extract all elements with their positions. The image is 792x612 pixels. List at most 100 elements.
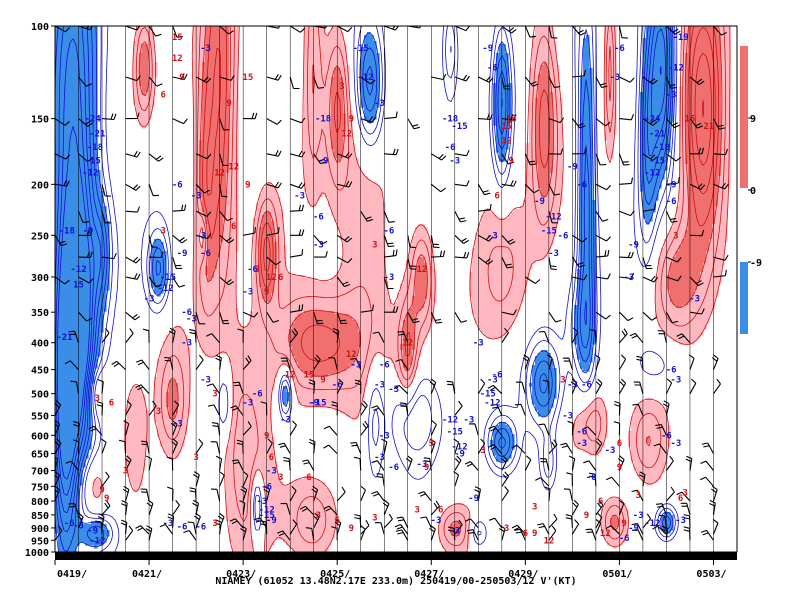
contour-label: -6	[195, 523, 206, 533]
field-cell	[154, 380, 170, 384]
field-cell	[721, 140, 731, 144]
field-cell	[580, 116, 593, 120]
field-cell	[682, 71, 686, 75]
field-cell	[139, 74, 149, 78]
field-cell	[232, 383, 275, 387]
field-cell	[721, 59, 731, 63]
field-cell	[55, 146, 98, 150]
wind-barb	[542, 379, 550, 394]
contour-label: -6	[181, 308, 192, 318]
field-cell	[481, 215, 497, 219]
field-cell	[55, 98, 98, 102]
x-tick-label: 0429/	[508, 569, 538, 580]
field-cell	[643, 206, 656, 210]
wind-barb	[689, 308, 705, 315]
field-cell	[256, 203, 281, 207]
field-cell	[679, 146, 686, 150]
field-cell	[142, 86, 149, 90]
field-cell	[304, 476, 314, 480]
contour-label: 3	[156, 407, 161, 417]
field-cell	[580, 143, 593, 147]
wind-barb	[260, 401, 268, 416]
field-cell	[166, 338, 188, 342]
field-cell	[580, 131, 593, 135]
field-cell	[124, 419, 149, 423]
field-cell	[553, 113, 563, 117]
field-cell	[265, 491, 332, 495]
field-cell	[226, 515, 251, 519]
wind-barb	[488, 444, 503, 454]
wind-barb	[230, 405, 244, 416]
field-cell	[682, 305, 716, 309]
field-cell	[193, 62, 203, 66]
wind-barb	[371, 460, 385, 471]
wind-barb	[571, 327, 579, 343]
field-cell	[199, 143, 230, 147]
field-cell	[538, 83, 551, 87]
field-cell	[298, 398, 362, 402]
field-cell	[655, 293, 671, 297]
wind-barb	[336, 312, 348, 325]
contour-label: -6	[172, 180, 183, 190]
contour-label: 9	[320, 376, 325, 386]
field-cell	[403, 329, 416, 333]
wind-barb	[572, 69, 586, 78]
field-cell	[232, 368, 278, 372]
wind-barb	[631, 489, 644, 502]
x-tick-label: 0501/	[602, 569, 632, 580]
field-cell	[676, 206, 689, 210]
contour-label: -6	[666, 366, 677, 376]
field-cell	[124, 443, 146, 447]
field-cell	[199, 338, 290, 342]
field-cell	[148, 62, 158, 66]
wind-barb	[276, 530, 291, 541]
contour-label: -12	[357, 73, 373, 83]
field-cell	[139, 83, 149, 87]
field-cell	[721, 44, 731, 48]
field-cell	[496, 56, 509, 60]
field-cell	[340, 410, 359, 414]
wind-barb	[501, 113, 517, 121]
contour-label: -9	[628, 240, 639, 250]
field-cell	[580, 170, 593, 174]
wind-barb	[305, 527, 315, 541]
field-cell	[535, 116, 554, 120]
field-cell	[484, 212, 494, 216]
field-cell	[640, 173, 665, 177]
field-cell	[682, 65, 686, 69]
field-cell	[166, 395, 179, 399]
field-cell	[148, 53, 155, 57]
field-cell	[637, 404, 662, 408]
field-cell	[205, 29, 230, 33]
field-cell	[409, 248, 434, 252]
field-cell	[475, 245, 551, 249]
field-cell	[232, 419, 272, 423]
field-cell	[193, 95, 203, 99]
field-cell	[55, 158, 98, 162]
field-cell	[169, 332, 185, 336]
contour-label: -6	[388, 463, 399, 473]
wind-barb	[290, 182, 306, 189]
wind-barb	[595, 518, 602, 535]
contour-label: -6	[619, 534, 630, 544]
contour-label: -6	[313, 212, 324, 222]
field-cell	[364, 113, 377, 117]
field-cell	[406, 269, 416, 273]
field-cell	[124, 425, 149, 429]
field-cell	[682, 50, 689, 54]
wind-barb	[148, 400, 157, 416]
field-cell	[682, 242, 710, 246]
field-cell	[262, 191, 278, 195]
field-cell	[304, 158, 338, 162]
field-cell	[550, 182, 563, 186]
field-cell	[409, 308, 422, 312]
field-cell	[139, 77, 149, 81]
wind-barb	[613, 421, 621, 436]
field-cell	[178, 398, 191, 402]
field-cell	[130, 479, 143, 483]
field-cell	[580, 125, 593, 129]
field-cell	[499, 47, 506, 51]
field-cell	[577, 281, 596, 285]
field-cell	[277, 245, 287, 249]
wind-barb	[595, 311, 611, 320]
